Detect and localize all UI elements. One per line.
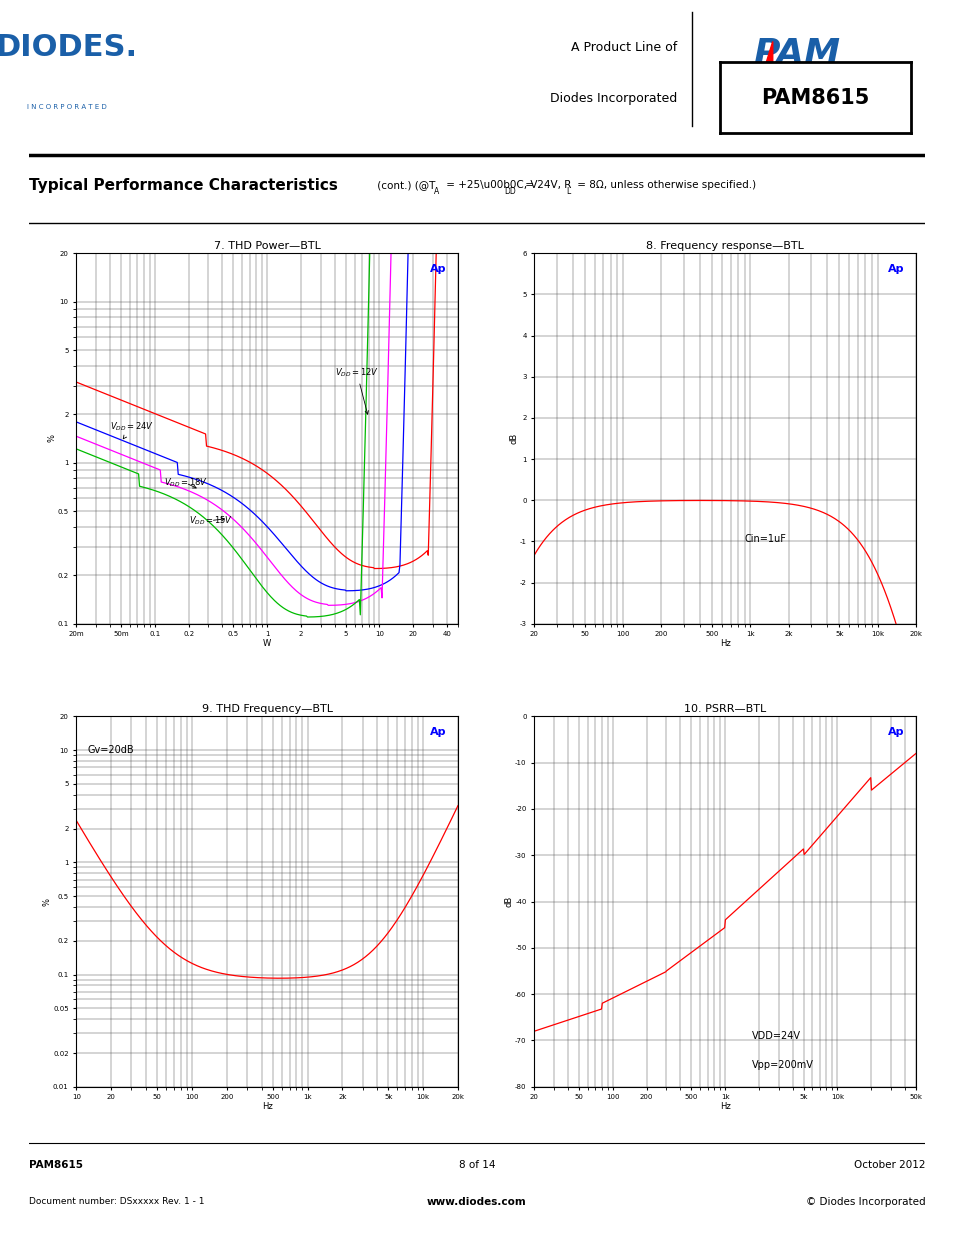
Text: Diodes Incorporated: Diodes Incorporated [550,91,677,105]
Title: 7. THD Power—BTL: 7. THD Power—BTL [213,241,320,251]
Text: $V_{DD}=18V$: $V_{DD}=18V$ [164,477,208,489]
Text: Cin=1uF: Cin=1uF [743,535,785,545]
Polygon shape [760,42,772,82]
Text: Ap: Ap [887,264,903,274]
Text: Ap: Ap [430,264,446,274]
Text: $V_{DD}=15V$: $V_{DD}=15V$ [189,514,233,527]
Text: DIODES.: DIODES. [0,32,137,62]
Text: © Diodes Incorporated: © Diodes Incorporated [805,1197,924,1207]
Text: Ap: Ap [430,727,446,737]
Text: A Product Line of: A Product Line of [571,42,677,54]
Y-axis label: %: % [43,898,51,905]
Text: VDD=24V: VDD=24V [751,1031,800,1041]
Y-axis label: %: % [47,435,56,442]
Text: Gv=20dB: Gv=20dB [88,746,134,756]
Text: PAM8615: PAM8615 [760,88,869,107]
Text: Typical Performance Characteristics: Typical Performance Characteristics [29,178,337,193]
Title: 9. THD Frequency—BTL: 9. THD Frequency—BTL [201,704,333,714]
Text: (cont.) (@T: (cont.) (@T [374,180,435,190]
Text: www.diodes.com: www.diodes.com [427,1197,526,1207]
Text: Vpp=200mV: Vpp=200mV [751,1061,813,1071]
Title: 10. PSRR—BTL: 10. PSRR—BTL [683,704,765,714]
X-axis label: Hz: Hz [719,638,730,647]
Y-axis label: dB: dB [509,432,517,445]
Text: I N C O R P O R A T E D: I N C O R P O R A T E D [27,104,107,110]
X-axis label: Hz: Hz [261,1102,273,1110]
Text: PAM: PAM [752,37,840,72]
Title: 8. Frequency response—BTL: 8. Frequency response—BTL [645,241,803,251]
Text: L: L [566,186,570,195]
Text: PAM8615: PAM8615 [29,1161,83,1171]
Text: $V_{DD}=12V$: $V_{DD}=12V$ [335,366,378,414]
X-axis label: W: W [263,638,271,647]
Text: $V_{DD}=24V$: $V_{DD}=24V$ [110,421,154,438]
Text: October 2012: October 2012 [853,1161,924,1171]
Text: DD: DD [503,186,516,195]
Text: Ap: Ap [887,727,903,737]
Text: 8 of 14: 8 of 14 [458,1161,495,1171]
Text: = 24V, R: = 24V, R [521,180,571,190]
Text: Document number: DSxxxxx Rev. 1 - 1: Document number: DSxxxxx Rev. 1 - 1 [29,1197,204,1205]
Text: = 8Ω, unless otherwise specified.): = 8Ω, unless otherwise specified.) [574,180,755,190]
Y-axis label: dB: dB [504,895,513,908]
Text: A: A [434,186,438,195]
Text: = +25\u00b0C, V: = +25\u00b0C, V [442,180,537,190]
X-axis label: Hz: Hz [719,1102,730,1110]
